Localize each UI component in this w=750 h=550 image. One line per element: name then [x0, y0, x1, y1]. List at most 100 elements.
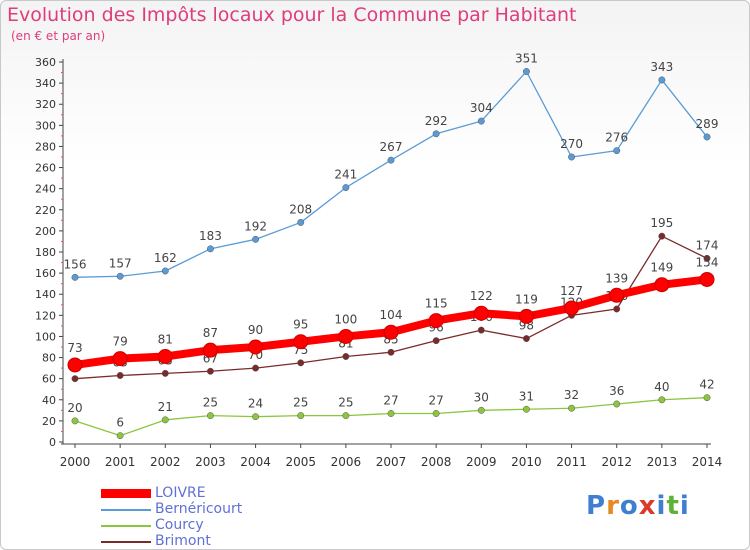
data-point-loivre: [518, 308, 534, 324]
y-tick-label: 80: [42, 352, 56, 365]
proxiti-logo: Proxiti: [586, 491, 690, 521]
data-point-courcy: [252, 413, 260, 421]
data-point-bern-ricourt: [522, 68, 530, 75]
data-point-loivre: [202, 342, 218, 358]
y-tick-label: 360: [35, 56, 56, 69]
data-label-courcy: 21: [158, 400, 173, 414]
data-label-loivre: 79: [113, 335, 128, 349]
data-point-courcy: [522, 405, 530, 413]
chart-subtitle: (en € et par an): [11, 29, 106, 43]
data-label-courcy: 30: [474, 390, 489, 404]
data-label-loivre: 90: [248, 323, 263, 337]
data-point-loivre: [157, 349, 173, 364]
logo-letter: o: [619, 491, 639, 521]
data-label-bern-ricourt: 156: [64, 257, 87, 271]
data-point-bern-ricourt: [477, 117, 485, 125]
data-point-courcy: [71, 417, 79, 425]
data-label-brimont: 195: [650, 216, 673, 230]
y-tick-label: 220: [35, 204, 56, 217]
data-point-courcy: [477, 406, 485, 414]
y-tick-label: 260: [35, 162, 56, 175]
y-tick-label: 60: [42, 373, 56, 386]
data-point-bern-ricourt: [297, 218, 305, 226]
data-label-courcy: 36: [609, 384, 624, 398]
x-tick-label: 2006: [331, 455, 362, 469]
data-point-brimont: [703, 254, 711, 262]
data-point-brimont: [658, 232, 666, 240]
x-tick-label: 2004: [240, 455, 271, 469]
legend-swatch-bernericourt: [101, 509, 151, 511]
data-point-bern-ricourt: [206, 245, 214, 253]
data-point-courcy: [568, 404, 576, 412]
data-point-bern-ricourt: [387, 156, 395, 164]
data-label-bern-ricourt: 267: [380, 140, 403, 154]
y-tick-label: 20: [42, 415, 56, 428]
data-point-bern-ricourt: [658, 76, 666, 84]
y-tick-label: 120: [35, 309, 56, 322]
legend-label-bernericourt: Bernéricourt: [155, 501, 243, 517]
data-point-loivre: [383, 324, 399, 340]
data-label-courcy: 27: [383, 394, 398, 408]
x-tick-label: 2013: [647, 455, 678, 469]
data-point-brimont: [432, 337, 440, 345]
data-point-bern-ricourt: [252, 235, 260, 243]
data-label-courcy: 31: [519, 389, 534, 403]
legend-label-brimont: Brimont: [155, 533, 211, 549]
data-point-bern-ricourt: [432, 130, 440, 138]
data-label-bern-ricourt: 270: [560, 137, 583, 151]
chart-title: Evolution des Impôts locaux pour la Comm…: [7, 4, 577, 26]
data-label-courcy: 20: [67, 401, 82, 415]
data-label-loivre: 104: [380, 308, 403, 322]
data-label-bern-ricourt: 292: [425, 114, 448, 128]
y-tick-label: 320: [35, 98, 56, 111]
data-label-loivre: 119: [515, 292, 538, 306]
x-tick-label: 2011: [556, 455, 587, 469]
data-point-brimont: [613, 305, 621, 313]
data-label-loivre: 100: [334, 312, 357, 326]
data-point-courcy: [161, 416, 169, 424]
data-point-loivre: [609, 287, 625, 303]
data-label-bern-ricourt: 208: [289, 202, 312, 216]
data-point-loivre: [112, 351, 128, 367]
data-point-loivre: [654, 277, 670, 293]
data-label-bern-ricourt: 289: [696, 117, 719, 131]
data-label-loivre: 154: [696, 255, 719, 269]
data-label-bern-ricourt: 304: [470, 101, 493, 115]
logo-letter: t: [666, 491, 680, 521]
y-tick-label: 340: [35, 77, 56, 90]
y-tick-label: 40: [42, 394, 56, 407]
data-point-loivre: [428, 313, 444, 329]
data-label-bern-ricourt: 162: [154, 251, 177, 265]
data-label-loivre: 149: [650, 261, 673, 275]
data-label-courcy: 24: [248, 397, 263, 411]
x-tick-label: 2012: [601, 455, 632, 469]
data-point-brimont: [116, 372, 124, 379]
data-point-courcy: [658, 396, 666, 404]
data-label-courcy: 25: [338, 396, 353, 410]
logo-letter: r: [606, 491, 620, 521]
data-point-courcy: [613, 400, 621, 408]
data-point-courcy: [432, 410, 440, 417]
data-label-courcy: 6: [116, 416, 124, 430]
legend-swatch-courcy: [101, 525, 151, 527]
data-label-loivre: 81: [158, 333, 173, 347]
x-tick-label: 2007: [376, 455, 407, 469]
data-label-bern-ricourt: 192: [244, 219, 267, 233]
y-tick-label: 100: [35, 330, 56, 343]
data-label-bern-ricourt: 241: [334, 168, 357, 182]
data-label-bern-ricourt: 157: [109, 256, 132, 270]
data-point-loivre: [699, 271, 715, 287]
data-point-brimont: [71, 375, 79, 383]
logo-letter: P: [586, 491, 607, 521]
data-point-brimont: [477, 326, 485, 334]
logo-letter: i: [679, 491, 690, 521]
data-point-bern-ricourt: [703, 133, 711, 141]
data-label-courcy: 32: [564, 388, 579, 402]
data-label-bern-ricourt: 276: [605, 131, 628, 145]
data-label-loivre: 73: [67, 341, 82, 355]
x-tick-label: 2008: [421, 455, 452, 469]
series-line-bern-ricourt: [74, 70, 708, 278]
logo-letter: i: [656, 491, 667, 521]
